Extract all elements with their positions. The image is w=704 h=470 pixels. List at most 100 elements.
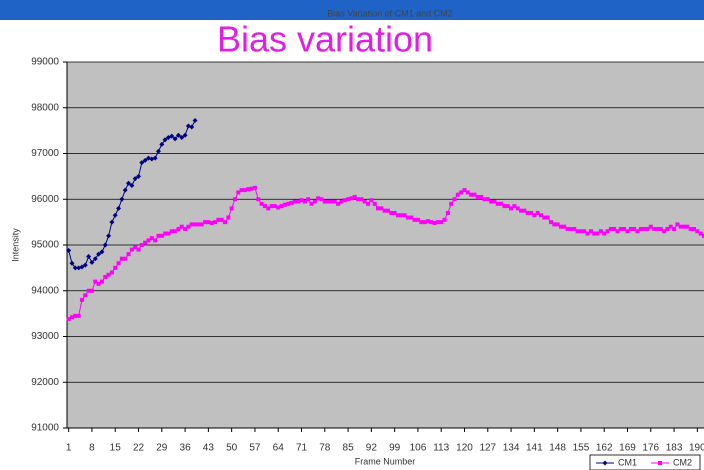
marker — [582, 229, 587, 234]
marker — [89, 259, 95, 265]
marker — [199, 222, 204, 227]
marker — [276, 205, 281, 210]
marker — [605, 229, 610, 234]
marker — [602, 231, 607, 236]
marker — [159, 233, 164, 238]
marker — [352, 194, 357, 199]
marker — [449, 201, 454, 206]
marker — [99, 249, 105, 255]
marker — [632, 226, 637, 231]
marker — [392, 210, 397, 215]
marker — [179, 224, 184, 229]
marker — [612, 226, 617, 231]
marker — [578, 229, 583, 234]
marker — [239, 188, 244, 193]
marker — [256, 197, 261, 202]
marker — [658, 461, 662, 465]
marker — [86, 253, 92, 259]
marker — [132, 176, 138, 182]
marker — [462, 188, 467, 193]
marker — [702, 233, 704, 238]
marker — [362, 199, 367, 204]
marker — [608, 226, 613, 231]
marker — [329, 199, 334, 204]
y-tick-label: 92000 — [31, 377, 59, 388]
marker — [142, 157, 148, 163]
marker — [122, 187, 128, 193]
marker — [292, 199, 297, 204]
x-tick-label: 183 — [666, 443, 683, 454]
marker — [495, 201, 500, 206]
marker — [405, 215, 410, 220]
marker — [539, 213, 544, 218]
y-tick-label: 99000 — [31, 57, 59, 68]
x-tick-label: 169 — [619, 443, 636, 454]
marker — [695, 229, 700, 234]
marker — [175, 132, 181, 138]
marker — [259, 201, 264, 206]
marker — [622, 226, 627, 231]
x-tick-label: 43 — [203, 443, 215, 454]
marker — [196, 222, 201, 227]
x-tick-label: 141 — [526, 443, 543, 454]
marker — [302, 199, 307, 204]
legend-label: CM2 — [673, 457, 692, 467]
marker — [99, 279, 104, 284]
marker — [472, 192, 477, 197]
marker — [72, 265, 78, 271]
marker — [96, 281, 101, 286]
marker — [309, 201, 314, 206]
marker — [439, 220, 444, 225]
marker — [326, 199, 331, 204]
marker — [522, 208, 527, 213]
marker — [415, 217, 420, 222]
marker — [572, 226, 577, 231]
marker — [602, 460, 608, 466]
marker — [139, 243, 144, 247]
x-tick-label: 99 — [389, 443, 401, 454]
marker — [489, 199, 494, 204]
marker — [452, 197, 457, 202]
marker — [116, 205, 122, 211]
y-axis-label: Intensity — [10, 228, 20, 262]
x-tick-label: 8 — [89, 443, 95, 454]
marker — [126, 252, 131, 257]
marker — [149, 236, 154, 241]
marker — [93, 279, 98, 284]
marker — [92, 256, 98, 262]
marker — [688, 226, 693, 231]
marker — [322, 199, 327, 204]
marker — [203, 220, 208, 225]
marker — [685, 224, 690, 229]
marker — [542, 215, 547, 220]
marker — [332, 199, 337, 204]
marker — [459, 190, 464, 195]
marker — [289, 200, 294, 205]
marker — [479, 194, 484, 199]
marker — [206, 220, 211, 225]
x-tick-label: 155 — [573, 443, 590, 454]
marker — [598, 229, 603, 234]
marker — [588, 229, 593, 234]
marker — [89, 288, 94, 293]
marker — [272, 204, 277, 209]
marker — [372, 201, 377, 206]
marker — [155, 148, 161, 154]
marker — [136, 173, 142, 179]
marker — [176, 226, 181, 231]
y-tick-label: 94000 — [31, 285, 59, 296]
marker — [548, 220, 553, 225]
marker — [366, 201, 371, 206]
marker — [665, 226, 670, 231]
marker — [169, 133, 175, 139]
marker — [512, 204, 517, 209]
marker — [395, 213, 400, 218]
marker — [445, 210, 450, 215]
marker — [133, 245, 138, 250]
marker — [412, 217, 417, 222]
marker — [232, 197, 237, 202]
marker — [482, 197, 487, 202]
marker — [66, 247, 72, 253]
marker — [279, 204, 284, 209]
